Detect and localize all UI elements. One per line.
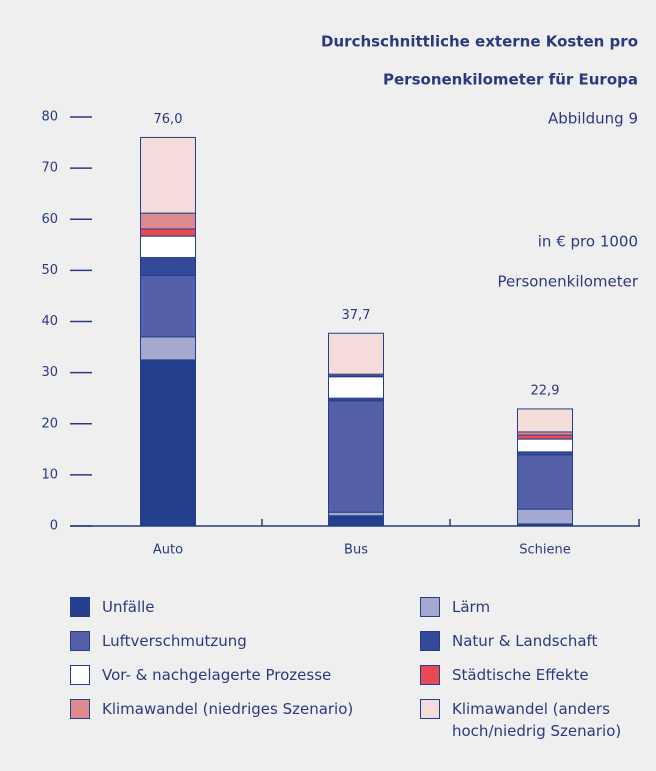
- bar-segment: [140, 274, 196, 338]
- legend-swatch: [70, 699, 90, 719]
- bar-segment: [140, 235, 196, 259]
- bar-segment: [328, 400, 384, 513]
- legend-label: Klimawandel (anders hoch/niedrig Szenari…: [452, 700, 622, 740]
- legend-label: Städtische Effekte: [452, 666, 589, 684]
- y-tick-label: 80: [41, 110, 58, 125]
- legend-item: Luftverschmutzung: [70, 630, 420, 652]
- total-label: 37,7: [342, 308, 371, 323]
- bar-segment: [328, 511, 384, 517]
- legend-item: Klimawandel (anders hoch/niedrig Szenari…: [420, 698, 650, 742]
- legend-item: Unfälle: [70, 596, 420, 618]
- x-tick-label: Auto: [153, 543, 183, 558]
- bar-segment: [140, 136, 196, 214]
- legend-swatch: [70, 665, 90, 685]
- total-label: 76,0: [154, 112, 183, 127]
- legend-item: Lärm: [420, 596, 650, 618]
- legend-swatch: [420, 597, 440, 617]
- legend-label: Vor- & nachgelagerte Prozesse: [102, 666, 332, 684]
- bar-segment: [517, 454, 573, 510]
- y-tick-label: 70: [41, 161, 58, 176]
- unit-note: Personenkilometer: [498, 273, 639, 291]
- chart-title: Personenkilometer für Europa: [383, 71, 638, 89]
- legend-swatch: [70, 597, 90, 617]
- bar-segment: [517, 408, 573, 433]
- legend-swatch: [420, 631, 440, 651]
- y-tick-label: 50: [41, 263, 58, 278]
- y-tick-label: 10: [41, 467, 58, 482]
- y-tick-label: 20: [41, 416, 58, 431]
- legend-label: Klimawandel (niedriges Szenario): [102, 700, 354, 718]
- bar-segment: [140, 228, 196, 237]
- legend-swatch: [420, 665, 440, 685]
- bar-segment: [517, 508, 573, 525]
- y-tick-label: 30: [41, 365, 58, 380]
- legend-item: Städtische Effekte: [420, 664, 650, 686]
- legend-label: Unfälle: [102, 598, 155, 616]
- legend-swatch: [420, 699, 440, 719]
- legend-item: Klimawandel (niedriges Szenario): [70, 698, 420, 742]
- y-tick-label: 60: [41, 212, 58, 227]
- legend-item: Vor- & nachgelagerte Prozesse: [70, 664, 420, 686]
- subtitle: Abbildung 9: [548, 110, 638, 128]
- bar-segment: [140, 359, 196, 527]
- x-tick-label: Schiene: [519, 543, 571, 558]
- y-tick-label: 40: [41, 314, 58, 329]
- legend-label: Lärm: [452, 598, 491, 616]
- chart: Durchschnittliche externe Kosten pro Per…: [41, 33, 640, 558]
- bar-segment: [328, 332, 384, 375]
- legend-item: Natur & Landschaft: [420, 630, 650, 652]
- legend: Unfälle Lärm Luftverschmutzung Natur & Land…: [70, 596, 650, 742]
- x-tick-label: Bus: [344, 543, 368, 558]
- bar-segment: [517, 434, 573, 440]
- bar-segment: [517, 438, 573, 453]
- unit-note: in € pro 1000: [538, 233, 638, 251]
- total-label: 22,9: [531, 383, 560, 398]
- y-tick-label: 0: [50, 519, 58, 534]
- bar-segment: [328, 376, 384, 399]
- legend-label: Natur & Landschaft: [452, 632, 598, 650]
- chart-title: Durchschnittliche externe Kosten pro: [321, 33, 638, 51]
- legend-swatch: [70, 631, 90, 651]
- bar-segment: [328, 515, 384, 527]
- bar-segment: [140, 336, 196, 361]
- legend-label: Luftverschmutzung: [102, 632, 247, 650]
- bar-segment: [140, 257, 196, 276]
- bar-segment: [140, 212, 196, 230]
